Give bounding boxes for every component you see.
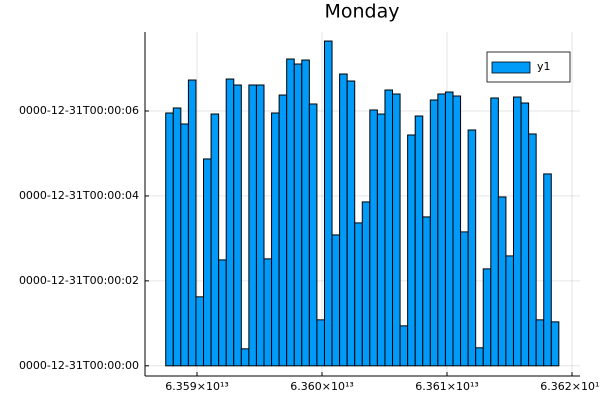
bar (482, 268, 492, 367)
bar (437, 93, 446, 367)
legend-swatch (491, 61, 531, 74)
y-tick-label: 0000-12-31T00:00:04 (19, 189, 139, 202)
bar (392, 93, 401, 367)
bar (248, 84, 257, 367)
x-tick-label: 6.361×10¹³ (415, 380, 479, 393)
bar (467, 129, 477, 367)
bar (429, 99, 439, 367)
bar (210, 113, 220, 367)
legend-label: y1 (537, 60, 551, 73)
bar (354, 222, 363, 367)
bar (218, 259, 227, 367)
bar (460, 231, 469, 367)
bar (384, 89, 394, 367)
bar (369, 109, 378, 367)
bar (225, 78, 235, 367)
bar (172, 107, 182, 367)
bar (195, 296, 205, 367)
bar (535, 319, 545, 367)
bar (233, 84, 242, 367)
bar (323, 40, 333, 367)
bar (278, 94, 288, 367)
bar (331, 234, 341, 367)
bar (414, 115, 424, 367)
x-tick-label: 6.360×10¹³ (290, 380, 354, 393)
bar (361, 201, 371, 367)
bar (497, 196, 507, 367)
bar (165, 112, 174, 367)
y-tick-label: 0000-12-31T00:00:06 (19, 104, 139, 117)
bar (301, 59, 310, 367)
bar (308, 103, 318, 367)
bar (346, 80, 356, 367)
bar (550, 321, 560, 367)
bar (475, 347, 484, 367)
bar (407, 134, 416, 367)
bar (203, 158, 212, 367)
bar (490, 97, 499, 367)
chart-title: Monday (324, 1, 399, 23)
bar (271, 112, 280, 367)
bar (399, 325, 409, 367)
bar (422, 216, 431, 367)
bar (528, 133, 537, 367)
bar (512, 96, 522, 367)
bar (452, 95, 462, 367)
bar (293, 63, 303, 367)
bar (543, 173, 552, 367)
bar (255, 84, 265, 367)
bar (505, 255, 514, 367)
bar (316, 319, 325, 367)
bar (376, 113, 386, 367)
y-tick-label: 0000-12-31T00:00:00 (19, 359, 139, 372)
bar (180, 123, 189, 367)
bar (339, 73, 348, 367)
bar (240, 348, 250, 367)
bar (444, 91, 454, 367)
y-tick-label: 0000-12-31T00:00:02 (19, 274, 139, 287)
bar (286, 58, 295, 367)
bar (263, 258, 273, 367)
x-tick-label: 6.362×10¹³ (540, 380, 600, 393)
bar (520, 102, 530, 367)
bar (187, 79, 197, 367)
x-tick-label: 6.359×10¹³ (165, 380, 229, 393)
